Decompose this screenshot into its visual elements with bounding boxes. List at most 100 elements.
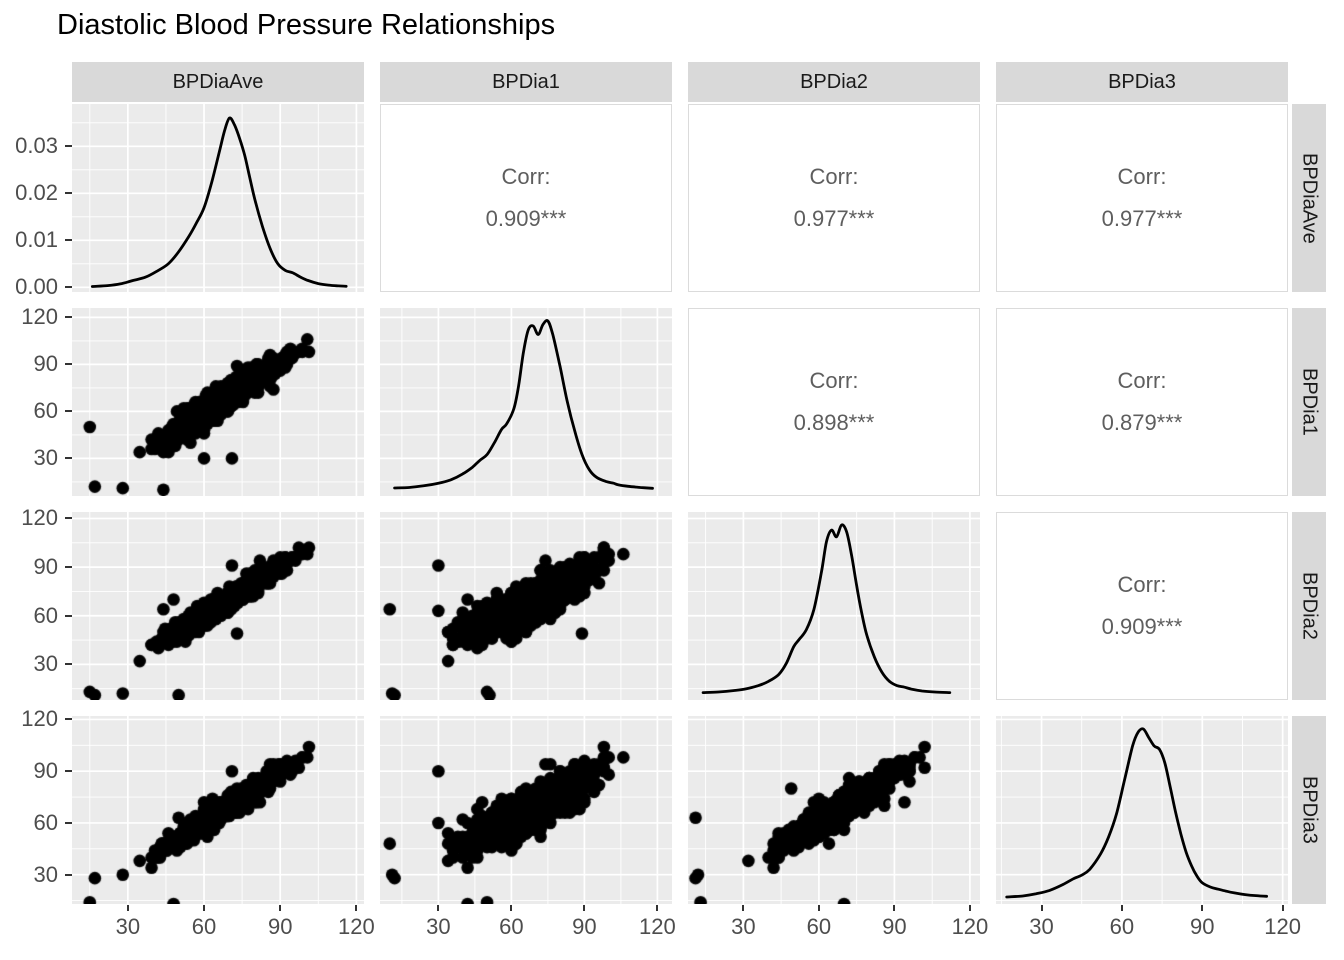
column-strip-label: BPDia3 [1108, 70, 1176, 93]
y-tick-mark [65, 770, 72, 773]
scatter-panel-BPDia2-vs-BPDia1 [380, 512, 672, 700]
row-strip-label: BPDia2 [1298, 572, 1321, 640]
x-tick-mark [355, 905, 358, 911]
x-tick-label: 120 [1264, 914, 1301, 939]
x-tick-mark [817, 905, 820, 911]
column-strip-label: BPDiaAve [172, 70, 264, 93]
y-tick-label: 30 [33, 861, 58, 887]
density-panel-BPDia3-grid [996, 716, 1288, 904]
corr-cell-BPDiaAve-BPDia2: Corr: 0.977*** [688, 104, 980, 292]
y-tick-mark [65, 145, 72, 148]
scatter-panel-BPDia3-vs-BPDia2-points [688, 716, 980, 904]
row-strip-BPDiaAve: BPDiaAve [1292, 104, 1326, 292]
row-strip-label: BPDiaAve [1298, 152, 1321, 244]
x-tick-mark [126, 905, 129, 911]
row-strip-label: BPDia1 [1298, 368, 1321, 436]
y-tick-mark [65, 316, 72, 319]
x-tick-label: 90 [267, 914, 293, 939]
y-tick-mark [65, 663, 72, 666]
x-tick-mark [279, 905, 282, 911]
column-strip-BPDiaAve: BPDiaAve [72, 62, 364, 102]
column-strip-BPDia2: BPDia2 [688, 62, 980, 102]
y-tick-label: 0.02 [15, 180, 58, 206]
y-tick-label: 60 [33, 602, 58, 628]
row-strip-BPDia2: BPDia2 [1292, 512, 1326, 700]
row-strip-BPDia3: BPDia3 [1292, 716, 1326, 904]
density-panel-BPDiaAve [72, 104, 364, 292]
y-tick-label: 30 [33, 445, 58, 471]
y-tick-label: 60 [33, 809, 58, 835]
y-tick-mark [65, 192, 72, 195]
scatter-panel-BPDia2-vs-BPDia1-points [380, 512, 672, 700]
density-panel-BPDia2-grid [688, 512, 980, 700]
y-tick-label: 120 [21, 706, 58, 732]
y-tick-label: 0.00 [15, 274, 58, 300]
scatter-panel-BPDia3-vs-BPDia2 [688, 716, 980, 904]
corr-value: 0.977*** [793, 206, 875, 231]
density-panel-BPDia1 [380, 308, 672, 496]
x-tick-mark [1120, 905, 1123, 911]
corr-prefix: Corr: [809, 164, 859, 189]
row-strip-BPDia1: BPDia1 [1292, 308, 1326, 496]
density-panel-BPDiaAve-grid [72, 104, 364, 292]
x-tick-mark [893, 905, 896, 911]
y-tick-label: 60 [33, 398, 58, 424]
x-tick-label: 60 [806, 914, 832, 939]
y-tick-mark [65, 821, 72, 824]
corr-value: 0.977*** [1101, 206, 1183, 231]
y-tick-label: 120 [21, 505, 58, 531]
x-tick-label: 90 [1190, 914, 1215, 939]
density-panel-BPDia3 [996, 716, 1288, 904]
x-tick-label: 30 [115, 914, 141, 939]
y-tick-mark [65, 239, 72, 242]
corr-prefix: Corr: [809, 368, 859, 393]
y-tick-label: 90 [33, 554, 58, 580]
x-tick-label: 60 [1109, 914, 1135, 939]
y-tick-mark [65, 614, 72, 617]
scatter-panel-BPDia3-vs-BPDia1-points [380, 716, 672, 904]
y-tick-mark [65, 410, 72, 413]
y-tick-mark [65, 457, 72, 460]
column-strip-label: BPDia1 [492, 70, 560, 93]
x-tick-mark [968, 905, 971, 911]
scatter-panel-BPDia3-vs-BPDiaAve [72, 716, 364, 904]
x-tick-label: 30 [426, 914, 451, 939]
corr-value: 0.879*** [1101, 410, 1183, 435]
corr-cell-BPDiaAve-BPDia3: Corr: 0.977*** [996, 104, 1288, 292]
corr-prefix: Corr: [1117, 368, 1167, 393]
y-tick-label: 90 [33, 351, 58, 377]
y-tick-mark [65, 517, 72, 520]
corr-cell-BPDia2-BPDia3: Corr: 0.909*** [996, 512, 1288, 700]
scatter-panel-BPDia1-vs-BPDiaAve [72, 308, 364, 496]
scatter-panel-BPDia3-vs-BPDia1 [380, 716, 672, 904]
corr-cell-BPDiaAve-BPDia1: Corr: 0.909*** [380, 104, 672, 292]
column-strip-label: BPDia2 [800, 70, 868, 93]
corr-prefix: Corr: [501, 164, 551, 189]
y-tick-label: 90 [33, 758, 58, 784]
corr-value: 0.909*** [1101, 614, 1183, 639]
x-tick-mark [1201, 905, 1204, 911]
scatter-panel-BPDia2-vs-BPDiaAve [72, 512, 364, 700]
x-tick-label: 60 [191, 914, 217, 939]
x-tick-mark [742, 905, 745, 911]
y-tick-label: 120 [21, 304, 58, 330]
scatter-panel-BPDia1-vs-BPDiaAve-points [72, 308, 364, 496]
column-strip-BPDia3: BPDia3 [996, 62, 1288, 102]
y-tick-label: 0.01 [15, 227, 58, 253]
scatter-panel-BPDia2-vs-BPDiaAve-points [72, 512, 364, 700]
corr-prefix: Corr: [1117, 572, 1167, 597]
x-tick-label: 60 [499, 914, 524, 939]
x-tick-mark [203, 905, 206, 911]
corr-value: 0.909*** [485, 206, 567, 231]
x-tick-label: 120 [338, 914, 375, 939]
x-tick-label: 90 [572, 914, 597, 939]
y-tick-label: 30 [33, 651, 58, 677]
corr-value: 0.898*** [793, 410, 875, 435]
x-tick-mark [510, 905, 513, 911]
x-tick-label: 90 [882, 914, 907, 939]
x-tick-mark [437, 905, 440, 911]
x-tick-label: 30 [1029, 914, 1054, 939]
x-tick-label: 30 [731, 914, 756, 939]
corr-cell-BPDia1-BPDia3: Corr: 0.879*** [996, 308, 1288, 496]
